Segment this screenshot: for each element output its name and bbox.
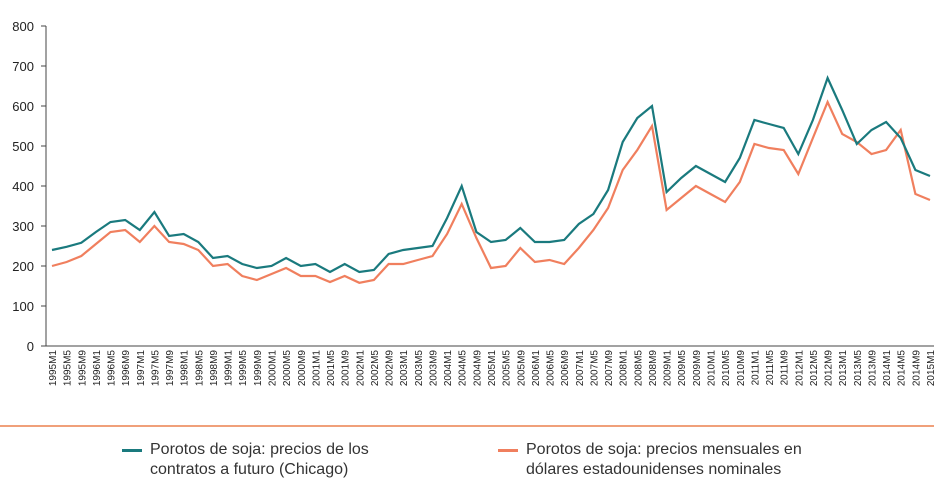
x-tick-label: 1999M1 (224, 350, 235, 387)
x-tick-label: 2000M5 (282, 350, 293, 387)
x-tick-label: 2012M5 (809, 350, 820, 387)
x-tick-label: 2003M1 (399, 350, 410, 387)
x-tick-label: 1998M9 (209, 350, 220, 387)
x-tick-label: 2007M1 (575, 350, 586, 387)
x-tick-label: 2007M9 (604, 350, 615, 387)
x-tick-label: 2009M5 (677, 350, 688, 387)
y-tick-label: 800 (12, 19, 34, 34)
x-tick-label: 2000M9 (297, 350, 308, 387)
x-tick-label: 2000M1 (268, 350, 279, 387)
x-tick-label: 2005M1 (487, 350, 498, 387)
x-tick-label: 1996M9 (121, 350, 132, 387)
x-tick-label: 2014M5 (897, 350, 908, 387)
y-tick-label: 300 (12, 219, 34, 234)
x-tick-label: 1997M9 (165, 350, 176, 387)
x-tick-label: 2015M1 (926, 350, 934, 387)
x-tick-label: 2010M9 (736, 350, 747, 387)
legend-item: Porotos de soja: precios de los contrato… (122, 440, 422, 480)
x-tick-label: 1995M5 (63, 350, 74, 387)
legend-item: Porotos de soja: precios mensuales en dó… (498, 440, 818, 480)
x-tick-label: 2012M1 (794, 350, 805, 387)
x-tick-label: 2008M1 (619, 350, 630, 387)
x-tick-label: 2009M9 (692, 350, 703, 387)
y-tick-label: 400 (12, 179, 34, 194)
x-tick-label: 1998M5 (194, 350, 205, 387)
x-tick-label: 2003M5 (414, 350, 425, 387)
x-tick-label: 2008M9 (648, 350, 659, 387)
y-tick-label: 200 (12, 259, 34, 274)
x-tick-label: 1996M1 (92, 350, 103, 387)
x-tick-label: 2006M9 (560, 350, 571, 387)
x-tick-label: 2006M5 (546, 350, 557, 387)
x-tick-label: 2001M5 (326, 350, 337, 387)
x-tick-label: 2004M5 (458, 350, 469, 387)
x-tick-label: 2005M5 (502, 350, 513, 387)
y-tick-label: 100 (12, 299, 34, 314)
x-tick-label: 1995M9 (77, 350, 88, 387)
x-tick-label: 1999M9 (253, 350, 264, 387)
x-tick-label: 2005M9 (516, 350, 527, 387)
y-tick-label: 700 (12, 59, 34, 74)
x-tick-label: 2002M5 (370, 350, 381, 387)
x-tick-label: 2010M1 (707, 350, 718, 387)
x-tick-label: 2004M1 (443, 350, 454, 387)
x-tick-label: 2001M9 (341, 350, 352, 387)
x-tick-label: 2011M9 (780, 350, 791, 386)
x-tick-label: 2010M5 (721, 350, 732, 387)
y-tick-label: 0 (27, 339, 34, 354)
x-tick-label: 2002M9 (385, 350, 396, 387)
line-series (51, 75, 931, 274)
x-tick-label: 2014M9 (911, 350, 922, 387)
x-tick-label: 1996M5 (107, 350, 118, 387)
line-series (51, 99, 931, 284)
x-tick-label: 2002M1 (355, 350, 366, 387)
x-tick-label: 2008M5 (633, 350, 644, 387)
legend-swatch (122, 449, 142, 452)
x-tick-label: 2014M1 (882, 350, 893, 387)
separator (0, 425, 934, 427)
y-tick-label: 600 (12, 99, 34, 114)
legend-swatch (498, 449, 518, 452)
x-tick-label: 1997M5 (150, 350, 161, 387)
x-tick-label: 2007M5 (589, 350, 600, 387)
x-tick-label: 2006M1 (531, 350, 542, 387)
legend-label: Porotos de soja: precios de los contrato… (150, 441, 369, 478)
x-tick-label: 2013M9 (867, 350, 878, 387)
x-tick-label: 1998M1 (180, 350, 191, 387)
x-tick-label: 2013M5 (853, 350, 864, 387)
legend-label: Porotos de soja: precios mensuales en dó… (526, 441, 802, 478)
x-tick-label: 2011M1 (750, 350, 761, 386)
x-tick-label: 1997M1 (136, 350, 147, 387)
y-tick-label: 500 (12, 139, 34, 154)
x-tick-label: 2001M1 (311, 350, 322, 387)
x-tick-label: 2009M1 (663, 350, 674, 387)
x-tick-label: 2011M5 (765, 350, 776, 386)
x-tick-label: 2012M9 (824, 350, 835, 387)
x-tick-label: 1995M1 (48, 350, 59, 387)
x-tick-label: 1999M5 (238, 350, 249, 387)
x-tick-label: 2004M9 (472, 350, 483, 387)
x-tick-label: 2003M9 (428, 350, 439, 387)
x-tick-label: 2013M1 (838, 350, 849, 387)
